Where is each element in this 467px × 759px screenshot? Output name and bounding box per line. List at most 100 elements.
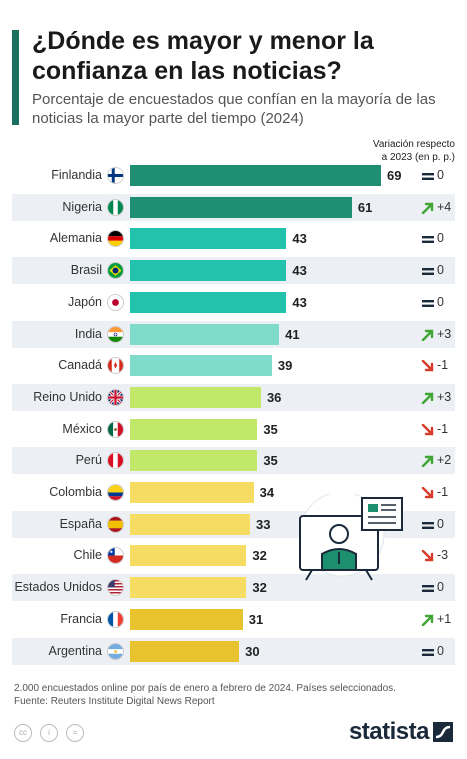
- bar: [130, 260, 287, 282]
- variation-column-header: Variación respecto a 2023 (en p. p.): [335, 138, 455, 164]
- category-label: Chile: [73, 548, 103, 563]
- category-label: Perú: [75, 453, 102, 468]
- footer-source: Fuente: Reuters Institute Digital News R…: [14, 696, 215, 707]
- bar: [130, 545, 247, 567]
- equal-icon: [422, 268, 434, 276]
- bar: [130, 323, 280, 345]
- by-icon: i: [40, 724, 58, 742]
- variation-header-line1: Variación respecto: [372, 139, 455, 150]
- category-label: Alemania: [49, 231, 102, 246]
- variation-label: -1: [437, 358, 449, 373]
- footer-note: 2.000 encuestados online por país de ene…: [14, 683, 396, 694]
- data-label: 30: [245, 643, 260, 659]
- news-reader-illustration: [299, 494, 403, 581]
- equal-icon: [422, 299, 434, 307]
- title-accent-bar: [12, 30, 19, 125]
- flag-india-icon: [107, 325, 124, 343]
- variation-label: 0: [437, 516, 444, 531]
- category-label: Reino Unido: [33, 389, 102, 404]
- arrow-up-icon: [421, 456, 434, 468]
- data-label: 41: [285, 326, 300, 342]
- arrow-up-icon: [421, 392, 434, 404]
- category-label: Francia: [60, 611, 102, 626]
- bar: [130, 577, 247, 599]
- flag-nigeria-icon: [107, 198, 124, 216]
- data-label: 35: [263, 453, 278, 469]
- flag-mexico-icon: [107, 420, 124, 438]
- category-label: Canadá: [58, 358, 102, 373]
- bar: [130, 165, 381, 186]
- statista-logo[interactable]: statista: [348, 718, 430, 745]
- flag-chile-icon: [107, 547, 124, 565]
- flag-usa-icon: [107, 579, 124, 597]
- category-label: México: [62, 421, 102, 436]
- variation-label: +4: [437, 199, 452, 214]
- variation-header-line2: a 2023 (en p. p.): [381, 152, 455, 163]
- cc-icon: cc: [14, 724, 32, 742]
- flag-spain-icon: [107, 515, 124, 533]
- bar: [130, 450, 258, 472]
- category-label: Argentina: [48, 643, 102, 658]
- bar: [130, 608, 243, 630]
- flag-finland-icon: [107, 167, 124, 184]
- bar: [130, 355, 272, 377]
- flag-brazil-icon: [107, 262, 124, 280]
- flag-uk-icon: [107, 388, 124, 406]
- data-label: 31: [248, 611, 264, 627]
- bar-chart: Finlandia 69 0 Nigeria 61 +4 Alemania 43 0 Brasil…: [12, 165, 455, 665]
- arrow-up-icon: [421, 329, 434, 341]
- bar: [130, 196, 352, 218]
- flag-peru-icon: [107, 452, 124, 470]
- equal-icon: [422, 521, 434, 529]
- variation-label: +2: [437, 453, 452, 468]
- equal-icon: [422, 173, 434, 180]
- equal-icon: [422, 236, 434, 244]
- bar: [130, 418, 258, 440]
- data-label: 69: [387, 168, 402, 183]
- category-label: India: [74, 326, 102, 341]
- arrow-down-icon: [421, 550, 434, 562]
- category-label: Nigeria: [62, 199, 102, 214]
- variation-label: 0: [437, 263, 444, 278]
- data-label: 33: [256, 516, 271, 532]
- variation-label: 0: [437, 580, 444, 595]
- flag-japan-icon: [107, 293, 124, 311]
- data-label: 39: [277, 358, 293, 374]
- bar: [130, 291, 287, 313]
- variation-label: 0: [437, 294, 444, 309]
- flag-colombia-icon: [107, 484, 124, 501]
- data-label: 32: [252, 548, 267, 564]
- bar: [130, 482, 254, 503]
- variation-label: +3: [437, 326, 452, 341]
- variation-label: -1: [437, 421, 449, 436]
- data-label: 43: [292, 231, 307, 247]
- arrow-down-icon: [421, 360, 434, 372]
- variation-label: +1: [437, 611, 452, 626]
- flag-germany-icon: [107, 230, 124, 248]
- bar: [130, 513, 251, 535]
- data-label: 36: [266, 389, 282, 405]
- page-subtitle: Porcentaje de encuestados que confían en…: [32, 91, 436, 127]
- statista-logo-icon: [433, 722, 453, 742]
- equal-icon: [422, 585, 434, 593]
- data-label: 43: [292, 263, 307, 279]
- bar: [130, 228, 287, 250]
- flag-france-icon: [107, 610, 124, 628]
- category-label: Colombia: [49, 485, 102, 499]
- variation-label: -1: [437, 485, 449, 499]
- category-label: Japón: [67, 294, 102, 309]
- data-label: 61: [357, 199, 373, 215]
- variation-label: 0: [437, 231, 444, 246]
- variation-label: +3: [437, 389, 452, 404]
- data-label: 34: [259, 485, 275, 500]
- equal-icon: [422, 648, 434, 656]
- variation-label: 0: [437, 643, 444, 658]
- bar: [130, 386, 261, 408]
- category-label: Brasil: [70, 263, 102, 278]
- flag-canada-icon: [107, 357, 124, 375]
- category-label: España: [59, 516, 102, 531]
- data-label: 43: [292, 294, 307, 310]
- flag-argentina-icon: [107, 642, 124, 660]
- category-label: Finlandia: [51, 168, 102, 182]
- data-label: 35: [263, 421, 278, 437]
